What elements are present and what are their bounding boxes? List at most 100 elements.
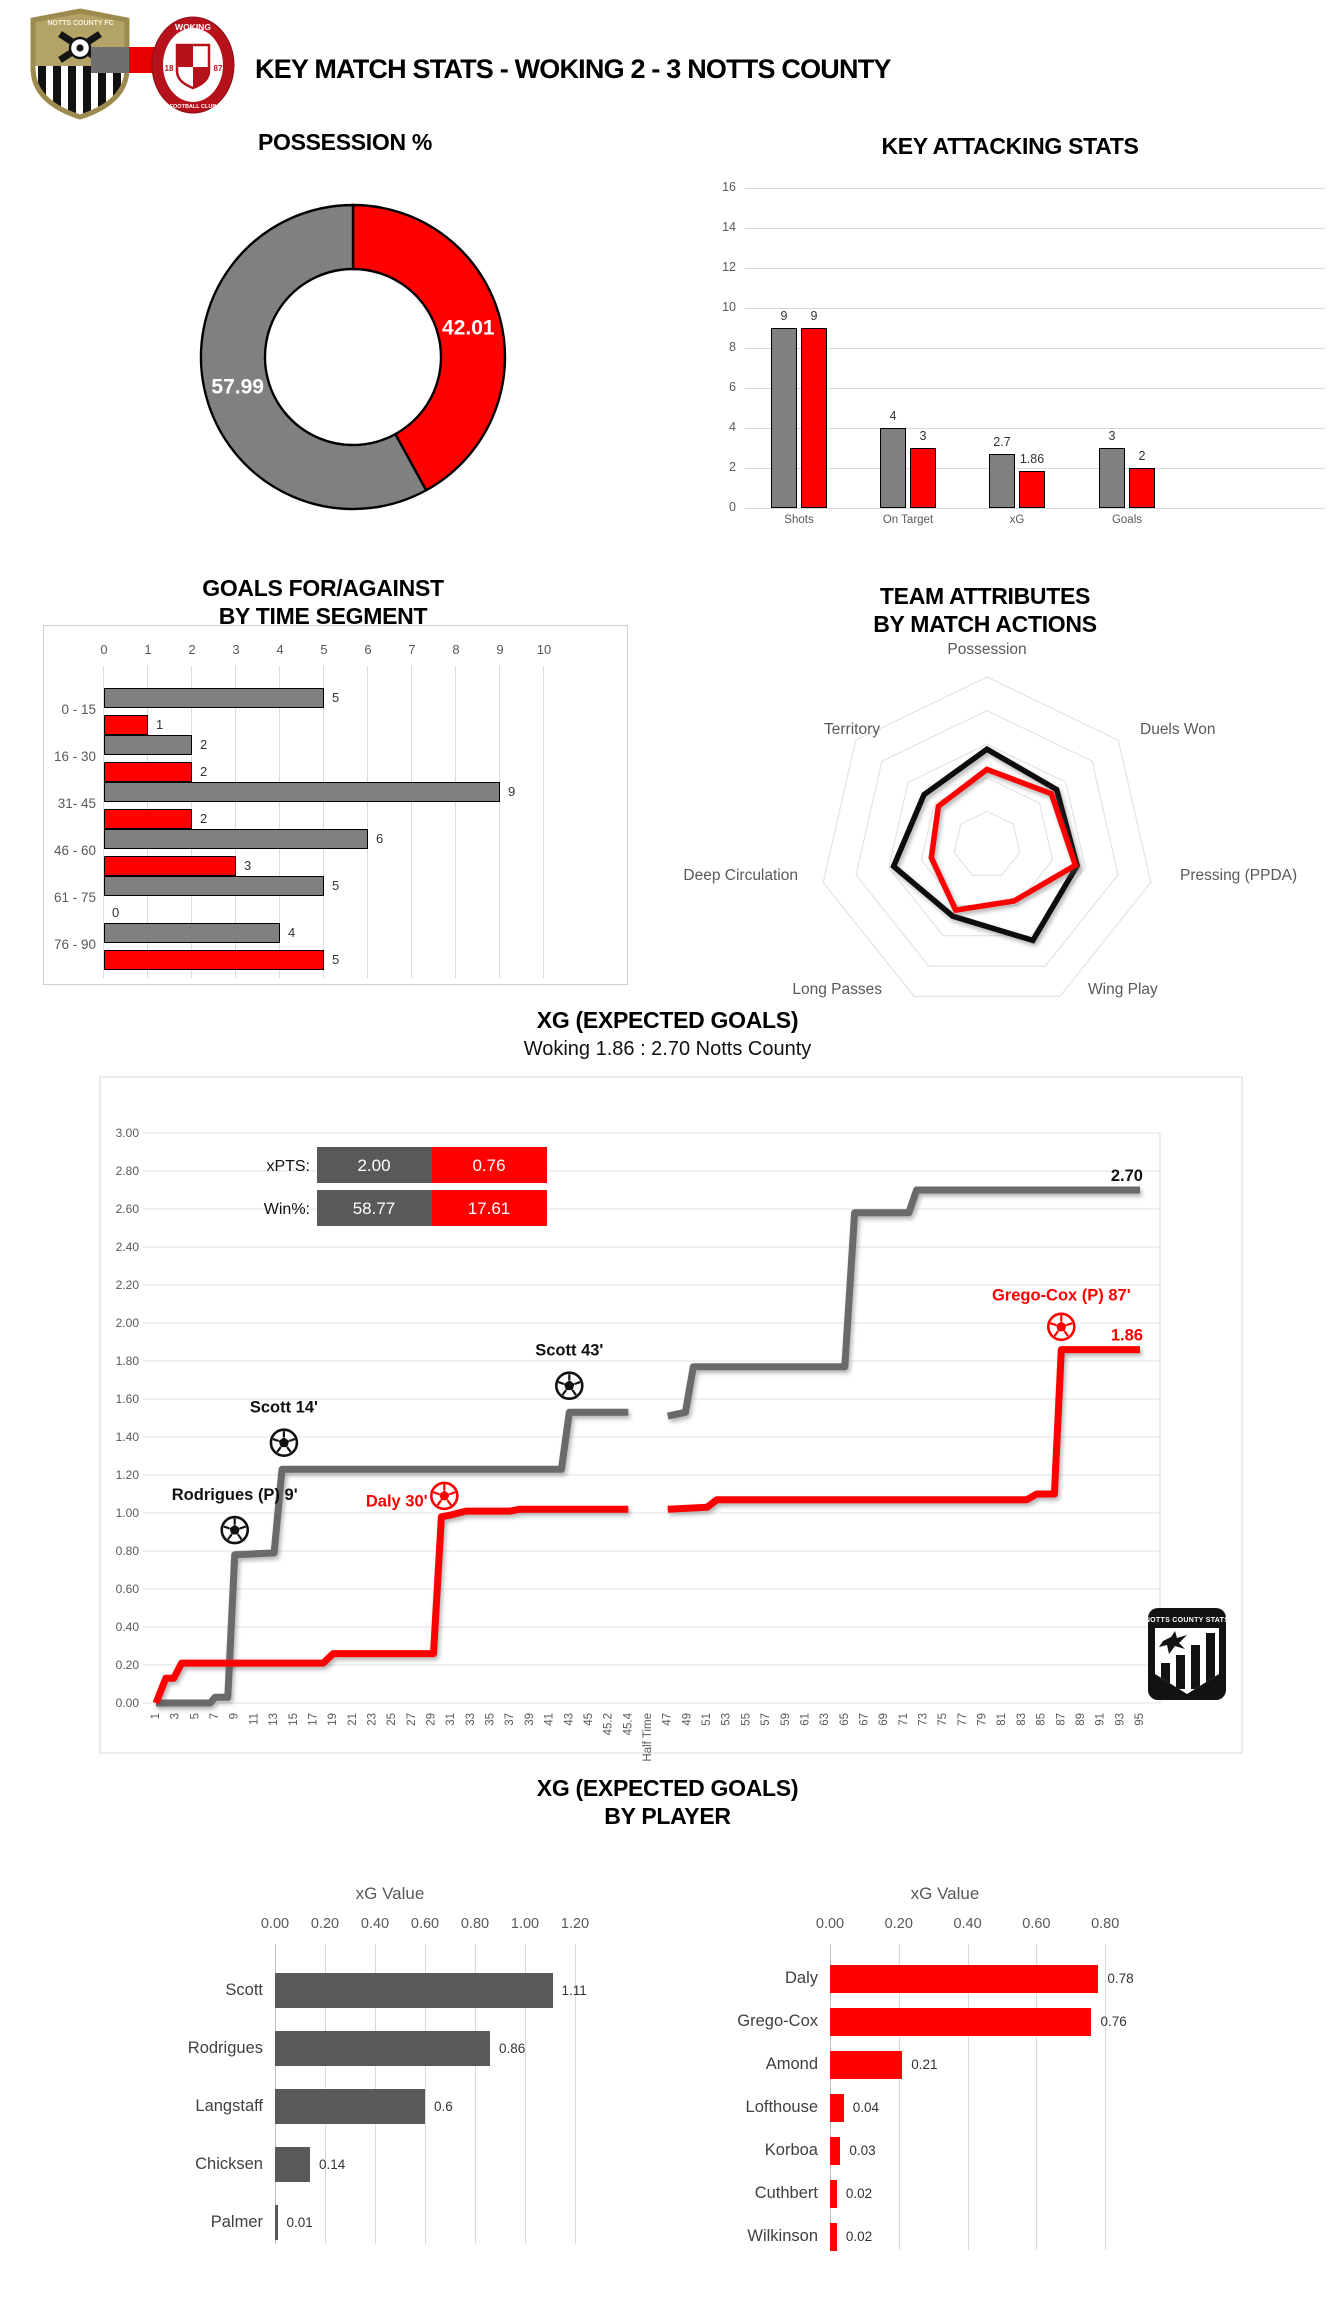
gridline [235,666,236,978]
x-tick-label: 87 [1055,1713,1067,1726]
bar-value-label: 4 [889,409,897,423]
stat-row-label: xPTS: [266,1158,310,1175]
bar-woking [1019,470,1045,508]
xg-end-label: 2.70 [1111,1167,1143,1185]
soccer-ball-icon [430,1481,459,1511]
x-tick-label: 95 [1134,1713,1146,1726]
bar-value-label: 6 [376,831,384,846]
bar-value-label: 3 [919,429,927,443]
bar-value-label: 0.04 [852,2100,880,2115]
bar-woking [801,328,827,508]
x-tick-label: 57 [760,1713,772,1726]
soccer-ball-icon [269,1428,299,1458]
attacking-stats-chart: 0 2 4 6 8 10 12 14 16 9 9 Shots 4 3 On Target 2.7 1.86 xG… [690,170,1335,530]
gridline [967,1944,969,2250]
xg-by-player-woking-chart: xG Value 0.00 0.20 0.40 0.60 0.80 Daly 0.78 Greg… [700,1880,1190,2265]
bar-value-label: 5 [332,878,340,893]
x-tick-label: 35 [485,1713,497,1726]
bar [275,2147,310,2182]
bar-value-label: 0.02 [845,2229,873,2244]
x-tick-label: 51 [701,1713,713,1726]
x-tick-label: 0.80 [1091,1916,1120,1932]
y-category-label: 61 - 75 [53,890,96,905]
x-tick-label: 79 [977,1713,989,1726]
y-tick-label: 0.40 [116,1620,140,1634]
gridline [745,428,1325,429]
bar-notts [104,923,280,943]
x-tick-label: 0.40 [953,1916,982,1932]
x-tick-label: 0.00 [815,1916,845,1932]
notts-county-stats-badge: NOTTS COUNTY STATS [1145,1608,1229,1700]
radar-axis-label: Possession [947,641,1026,658]
bar-woking [1129,468,1155,508]
x-tick-label: 7 [408,642,416,657]
x-tick-label: 91 [1095,1713,1107,1726]
x-tick-label: 25 [386,1713,398,1726]
x-tick-label: 43 [563,1713,575,1726]
xg-line-woking [152,1505,629,1705]
stat-box-notts [317,1147,432,1183]
gridline [575,1944,576,2244]
possession-title: POSSESSION % [257,129,433,155]
gridline [323,666,324,978]
gridline [1036,1944,1038,2250]
x-tick-label: 81 [996,1713,1008,1726]
x-tick-label: 65 [839,1713,851,1726]
x-tick-label: 0 [100,642,108,657]
radar-ring [822,676,1152,997]
x-tick-label: 59 [780,1713,792,1726]
x-tick-label: 2 [188,642,196,657]
y-category-label: 31- 45 [57,796,96,811]
bar-value-label: 0.14 [319,2156,346,2172]
bar-notts [1099,448,1125,508]
bar-notts [104,782,500,802]
bar [830,2051,903,2079]
bar-notts [104,829,368,849]
bar-value-label: 5 [332,690,340,705]
soccer-ball-icon [554,1371,584,1401]
x-tick-label: 0.80 [460,1916,490,1932]
gridline [745,228,1325,229]
bar [830,1965,1099,1993]
xg-line-notts [666,1186,1140,1420]
x-tick-label: 75 [937,1713,949,1726]
y-tick-label: 12 [722,260,736,274]
bar-value-label: 1 [156,717,164,732]
x-tick-label: Half Time [642,1713,654,1762]
player-name: Amond [765,2055,818,2073]
x-tick-label: 21 [347,1713,359,1726]
bar [275,2205,278,2240]
woking-crest-year-left: 18 [165,64,174,73]
x-tick-label: 41 [544,1713,556,1726]
x-tick-label: 5 [320,642,328,657]
bar-value-label: 1.86 [1019,451,1045,466]
gridline [745,308,1325,309]
bar-woking [104,950,324,970]
donut-slice-notts [199,203,428,511]
x-tick-label: 1 [144,642,152,657]
x-tick-label: 0.20 [884,1916,913,1932]
goal-annotation: Rodrigues (P) 9' [172,1486,298,1504]
bar-notts [104,876,324,896]
gridline [425,1944,426,2244]
bar-value-label: 1.11 [561,1982,587,1998]
bar-value-label: 9 [508,784,516,799]
radar-title-1: TEAM ATTRIBUTES [879,583,1091,609]
players-title-2: BY PLAYER [604,1803,731,1829]
bar-woking [104,762,192,782]
gridline [103,666,104,978]
x-category-label: Shots [784,514,814,526]
xg-title: XG (EXPECTED GOALS) [536,1007,799,1033]
bar-woking [104,809,192,829]
attacking-title: KEY ATTACKING STATS [881,133,1139,159]
player-name: Cuthbert [754,2184,818,2202]
gridline [475,1944,476,2244]
donut-label-woking: 42.01 [442,316,495,339]
bar [830,2137,841,2165]
gridline [745,508,1325,509]
player-name: Daly [784,1969,818,1987]
gridline [367,666,368,978]
x-tick-label: 29 [426,1713,438,1726]
x-tick-label: 49 [681,1713,693,1726]
y-category-label: 46 - 60 [53,843,96,858]
